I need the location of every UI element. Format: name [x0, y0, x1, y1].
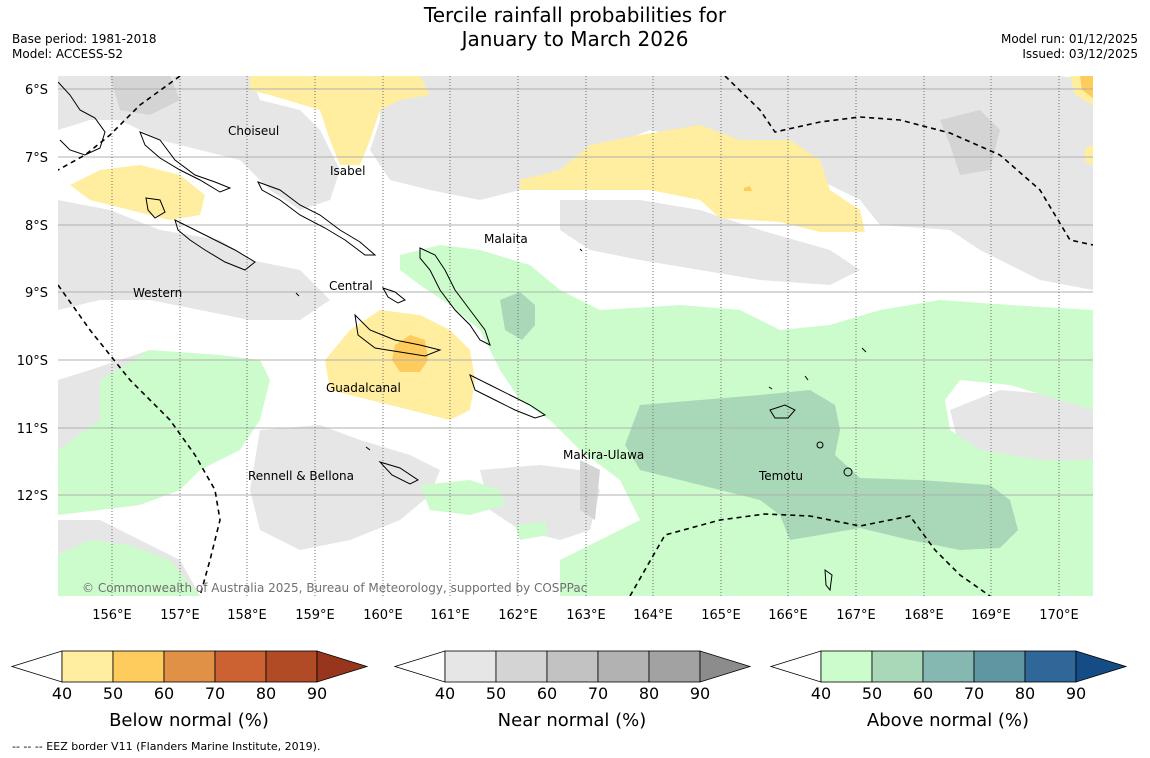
lon-label: 162°E	[498, 608, 538, 623]
region-label-makira-ulawa: Makira-Ulawa	[563, 448, 644, 462]
map-plot: © Commonwealth of Australia 2025, Bureau…	[58, 76, 1093, 596]
lon-label: 161°E	[430, 608, 470, 623]
latitude-gridlines	[58, 88, 1093, 496]
region-label-isabel: Isabel	[330, 164, 365, 178]
colorbar-tick: 40	[52, 684, 72, 703]
lon-label: 159°E	[295, 608, 335, 623]
colorbar-tick: 50	[103, 684, 123, 703]
lon-label: 160°E	[363, 608, 403, 623]
colorbar-tick: 40	[435, 684, 455, 703]
colorbar-swatch	[1024, 650, 1077, 683]
colorbar-high-extend	[1075, 650, 1128, 683]
lon-label: 163°E	[566, 608, 606, 623]
lat-label: 7°S	[25, 151, 48, 166]
region-label-guadalcanal: Guadalcanal	[326, 381, 401, 395]
colorbar-swatch	[214, 650, 267, 683]
model-name: Model: ACCESS-S2	[12, 47, 124, 61]
lon-label: 169°E	[971, 608, 1011, 623]
lon-label: 164°E	[633, 608, 673, 623]
colorbar-low-extend	[769, 650, 822, 683]
colorbar-low-extend	[10, 650, 63, 683]
region-labels: Choiseul Isabel Malaita Central Western …	[133, 124, 803, 483]
footer-note: -- -- -- EEZ border V11 (Flanders Marine…	[12, 740, 321, 753]
colorbar-swatch	[444, 650, 497, 683]
lon-label: 158°E	[227, 608, 267, 623]
colorbar-tick: 50	[862, 684, 882, 703]
model-run: Model run: 01/12/2025	[1000, 32, 1138, 46]
colorbar-tick: 80	[256, 684, 276, 703]
colorbar-tick: 80	[1015, 684, 1035, 703]
near-normal-50	[110, 76, 1000, 520]
lat-label: 6°S	[25, 83, 48, 98]
colorbar-swatch	[546, 650, 599, 683]
colorbar-swatch	[973, 650, 1026, 683]
lat-label: 8°S	[25, 219, 48, 234]
lon-label: 170°E	[1039, 608, 1079, 623]
colorbar-tick: 60	[537, 684, 557, 703]
longitude-axis: 156°E 157°E 158°E 159°E 160°E 161°E 162°…	[92, 608, 1079, 623]
colorbar-tick: 60	[154, 684, 174, 703]
island-coastlines	[58, 81, 867, 592]
colorbar-swatch	[112, 650, 165, 683]
region-label-temotu: Temotu	[758, 469, 803, 483]
title-line-1: Tercile rainfall probabilities for	[423, 3, 727, 27]
colorbar-above-normal: Above normal (%) 40 50 60 70 80 90	[769, 650, 1128, 731]
issued-date: Issued: 03/12/2025	[1022, 47, 1138, 61]
colorbar-swatch	[163, 650, 216, 683]
lon-label: 156°E	[92, 608, 132, 623]
colorbar-high-extend	[316, 650, 369, 683]
meta-right: Model run: 01/12/2025 Issued: 03/12/2025	[1001, 32, 1138, 62]
colorbar-tick: 70	[588, 684, 608, 703]
colorbar-swatch	[871, 650, 924, 683]
latitude-axis: 6°S 7°S 8°S 9°S 10°S 11°S 12°S	[17, 83, 48, 504]
colorbar-high-extend	[699, 650, 752, 683]
lat-label: 10°S	[17, 354, 48, 369]
region-label-choiseul: Choiseul	[228, 124, 279, 138]
colorbar-swatch	[648, 650, 701, 683]
lat-label: 11°S	[17, 422, 48, 437]
colorbar-tick: 40	[811, 684, 831, 703]
below-normal-areas	[70, 76, 1093, 420]
colorbar-tick: 70	[964, 684, 984, 703]
colorbar-tick: 80	[639, 684, 659, 703]
region-label-central: Central	[329, 279, 373, 293]
colorbar-label: Near normal (%)	[498, 710, 647, 731]
colorbar-swatch	[922, 650, 975, 683]
lon-label: 165°E	[701, 608, 741, 623]
colorbar-swatch	[597, 650, 650, 683]
copyright-text: © Commonwealth of Australia 2025, Bureau…	[82, 581, 587, 595]
colorbar-tick: 90	[1066, 684, 1086, 703]
colorbar-swatch	[820, 650, 873, 683]
meta-left: Base period: 1981-2018 Model: ACCESS-S2	[12, 32, 157, 62]
lon-label: 166°E	[768, 608, 808, 623]
colorbar-tick: 50	[486, 684, 506, 703]
colorbar-tick: 60	[913, 684, 933, 703]
lon-label: 157°E	[160, 608, 200, 623]
chart-title: Tercile rainfall probabilities for Janua…	[0, 3, 1150, 51]
colorbar-label: Above normal (%)	[867, 710, 1029, 731]
colorbar-near-normal: Near normal (%) 40 50 60 70 80 90	[393, 650, 752, 731]
colorbar-swatch	[495, 650, 548, 683]
title-line-2: January to March 2026	[461, 27, 689, 51]
lat-label: 12°S	[17, 489, 48, 504]
eez-borders	[58, 76, 1093, 596]
region-label-western: Western	[133, 286, 182, 300]
colorbar-tick: 70	[205, 684, 225, 703]
lon-label: 167°E	[836, 608, 876, 623]
colorbar-below-normal: Below normal (%) 40 50 60 70 80 90	[10, 650, 369, 731]
colorbar-swatch	[61, 650, 114, 683]
colorbar-tick: 90	[690, 684, 710, 703]
region-label-rennell-bellona: Rennell & Bellona	[248, 469, 354, 483]
colorbar-label: Below normal (%)	[109, 710, 269, 731]
region-label-malaita: Malaita	[484, 232, 528, 246]
colorbar-swatch	[265, 650, 318, 683]
lat-label: 9°S	[25, 286, 48, 301]
base-period: Base period: 1981-2018	[12, 32, 157, 46]
lon-label: 168°E	[904, 608, 944, 623]
colorbar-low-extend	[393, 650, 446, 683]
colorbar-tick: 90	[307, 684, 327, 703]
